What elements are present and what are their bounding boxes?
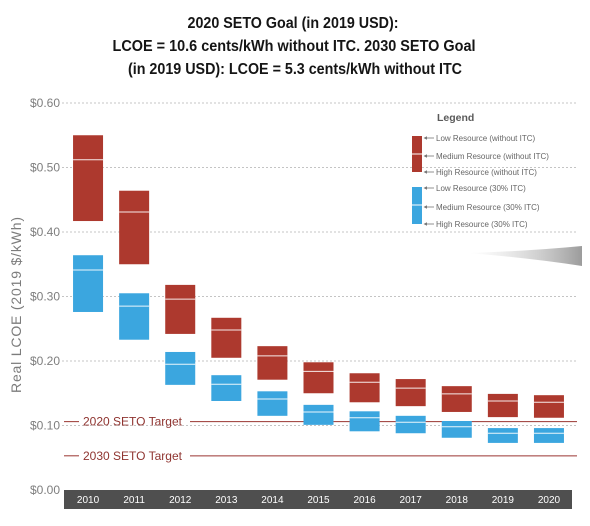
range-bar [257,391,288,416]
range-bar [533,395,564,418]
legend-title: Legend [437,112,474,124]
chart-title: 2020 SETO Goal (in 2019 USD): LCOE = 10.… [113,15,476,78]
reference-line-label: 2020 SETO Target [83,415,183,429]
range-bar [165,284,196,334]
range-bar [211,375,242,401]
range-bar [533,428,564,443]
range-bar [165,351,196,385]
legend-arrow-icon [423,186,434,190]
legend-arrow-icon [423,205,434,209]
legend: Legend Low Resource (without ITC) Medium… [412,112,582,266]
y-tick-label: $0.40 [30,225,60,239]
range-bar [119,190,150,265]
x-tick-label: 2019 [492,495,515,506]
x-tick-label: 2017 [400,495,423,506]
reference-lines: 2020 SETO Target 2030 SETO Target [64,415,577,463]
range-bar [487,428,518,443]
x-tick-label: 2018 [446,495,469,506]
x-tick-label: 2012 [169,495,192,506]
x-tick-label: 2020 [538,495,561,506]
chart-title-line-2: LCOE = 10.6 cents/kWh without ITC. 2030 … [113,38,476,55]
legend-label: Low Resource (without ITC) [436,134,535,143]
range-bar [349,373,380,403]
legend-group-2: Low Resource (30% ITC) Medium Resource (… [412,184,540,229]
x-tick-label: 2010 [77,495,100,506]
x-tick-label: 2013 [215,495,238,506]
legend-label: High Resource (without ITC) [436,168,537,177]
legend-arrow-icon [423,154,434,158]
chart-title-line-3: (in 2019 USD): LCOE = 5.3 cents/kWh with… [128,61,462,78]
x-tick-label: 2011 [123,495,145,506]
legend-group-1: Low Resource (without ITC) Medium Resour… [412,134,549,177]
range-bar [441,420,472,438]
legend-arrow-icon [423,222,434,226]
x-axis: 2010 2011 2012 2013 2014 2015 2016 2017 2018 2019… [64,490,572,509]
range-bar [73,255,104,312]
series-2-bars [73,255,564,443]
range-bar [211,317,242,358]
reference-line-label: 2030 SETO Target [83,449,183,463]
reference-line-group: 2020 SETO Target [64,415,577,429]
x-tick-label: 2016 [353,495,376,506]
x-tick-label: 2014 [261,495,284,506]
y-axis-ticks: $0.00 $0.10 $0.20 $0.30 $0.40 $0.50 $0.60 [30,96,60,497]
y-tick-label: $0.50 [30,161,60,175]
legend-label: Medium Resource (30% ITC) [436,203,540,212]
reference-line-group: 2030 SETO Target [64,449,577,463]
x-tick-label: 2015 [307,495,330,506]
range-bar [73,135,104,222]
legend-arrow-icon [423,170,434,174]
legend-label: Low Resource (30% ITC) [436,184,526,193]
chart-title-line-1: 2020 SETO Goal (in 2019 USD): [188,15,399,32]
bars [73,135,564,443]
range-bar [395,379,426,407]
y-axis-label: Real LCOE (2019 $/kWh) [8,217,24,393]
x-axis-band [64,490,572,509]
y-tick-label: $0.00 [30,483,60,497]
y-tick-label: $0.20 [30,354,60,368]
range-bar [487,393,518,418]
range-bar [303,362,334,394]
legend-label: Medium Resource (without ITC) [436,152,549,161]
legend-shadow [468,246,582,266]
range-bar [349,411,380,432]
range-bar [257,346,288,380]
legend-arrow-icon [423,136,434,140]
y-tick-label: $0.10 [30,419,60,433]
y-tick-label: $0.30 [30,290,60,304]
range-bar [441,386,472,412]
series-1-bars [73,135,564,418]
range-bar [303,404,334,425]
range-bar [119,293,150,340]
y-tick-label: $0.60 [30,96,60,110]
legend-label: High Resource (30% ITC) [436,220,528,229]
range-bar [395,415,426,434]
